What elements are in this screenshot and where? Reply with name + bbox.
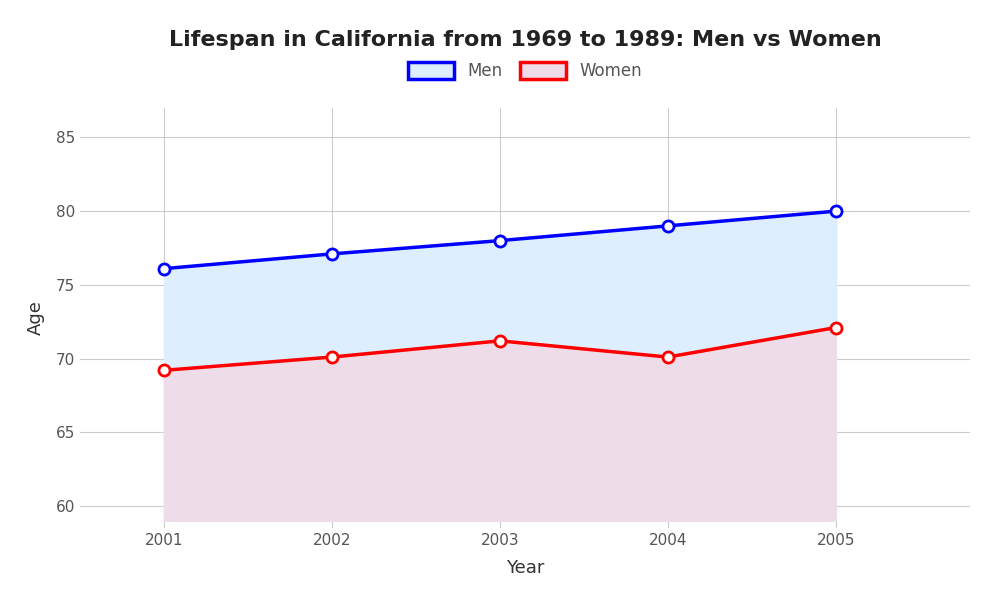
Title: Lifespan in California from 1969 to 1989: Men vs Women: Lifespan in California from 1969 to 1989… <box>169 29 881 49</box>
Legend: Men, Women: Men, Women <box>408 62 642 80</box>
X-axis label: Year: Year <box>506 559 544 577</box>
Y-axis label: Age: Age <box>27 301 45 335</box>
